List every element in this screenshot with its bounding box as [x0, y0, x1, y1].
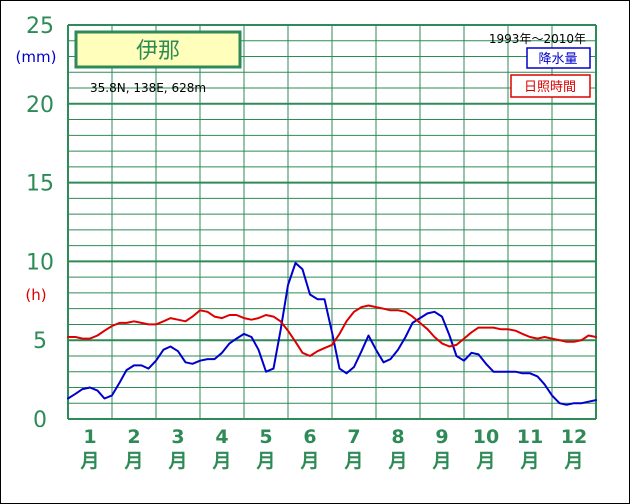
x-tick-number: 7 [347, 426, 360, 448]
y-unit-sun: (h) [25, 286, 46, 304]
x-tick-unit: 月 [123, 450, 143, 472]
x-tick-unit: 月 [431, 450, 451, 472]
legend-sun-box [510, 74, 591, 98]
x-tick-number: 12 [561, 426, 587, 448]
x-tick-unit: 月 [167, 450, 187, 472]
legend-rain-label: 降水量 [538, 52, 577, 67]
x-tick-number: 3 [171, 426, 184, 448]
x-tick-number: 1 [83, 426, 96, 448]
y-axis-ticks: 0 5 10 15 20 25 [26, 14, 54, 433]
grid [67, 24, 597, 420]
x-tick-unit: 月 [299, 450, 319, 472]
series-lines [67, 262, 597, 406]
series-line-sun [67, 304, 597, 357]
location-label: 35.8N, 138E, 628m [90, 81, 206, 95]
x-tick-unit: 月 [563, 450, 583, 472]
x-tick-number: 9 [435, 426, 448, 448]
x-tick-number: 8 [391, 426, 404, 448]
y-tick-label: 10 [26, 250, 54, 275]
title-box [74, 30, 242, 69]
y-tick-label: 5 [33, 329, 47, 354]
chart-title: 伊那 [136, 39, 180, 64]
x-tick-unit: 月 [475, 450, 495, 472]
y-unit-rain: (mm) [16, 48, 57, 66]
x-tick-unit: 月 [343, 450, 363, 472]
y-tick-label: 20 [26, 93, 54, 118]
y-tick-label: 25 [26, 14, 54, 39]
x-tick-unit: 月 [255, 450, 275, 472]
x-tick-number: 10 [473, 426, 499, 448]
x-tick-unit: 月 [387, 450, 407, 472]
x-tick-unit: 月 [211, 450, 231, 472]
period-label: 1993年〜2010年 [489, 32, 586, 46]
x-tick-number: 2 [127, 426, 140, 448]
legend-sun-label: 日照時間 [524, 80, 576, 95]
y-tick-label: 0 [33, 408, 47, 433]
x-tick-number: 5 [259, 426, 272, 448]
series-line-rain [67, 262, 597, 406]
legend-rain-box [526, 47, 591, 69]
y-tick-label: 15 [26, 172, 54, 197]
x-tick-number: 6 [303, 426, 316, 448]
x-tick-unit: 月 [79, 450, 99, 472]
x-tick-number: 11 [517, 426, 543, 448]
x-tick-number: 4 [215, 426, 228, 448]
x-tick-unit: 月 [519, 450, 539, 472]
